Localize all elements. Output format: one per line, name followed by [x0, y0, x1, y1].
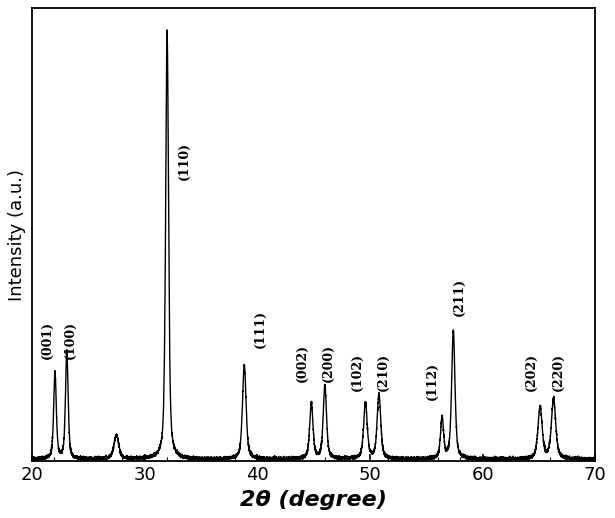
X-axis label: 2θ (degree): 2θ (degree) [240, 490, 387, 510]
Text: (100): (100) [64, 321, 77, 359]
Text: (220): (220) [552, 353, 565, 391]
Text: (002): (002) [296, 344, 309, 382]
Text: (211): (211) [453, 278, 466, 316]
Y-axis label: Intensity (a.u.): Intensity (a.u.) [9, 169, 26, 301]
Text: (001): (001) [41, 321, 54, 359]
Text: (200): (200) [322, 344, 335, 382]
Text: (110): (110) [178, 142, 191, 180]
Text: (202): (202) [525, 353, 538, 391]
Text: (102): (102) [351, 353, 364, 391]
Text: (210): (210) [377, 353, 390, 391]
Text: (111): (111) [254, 310, 267, 348]
Text: (112): (112) [426, 362, 438, 400]
